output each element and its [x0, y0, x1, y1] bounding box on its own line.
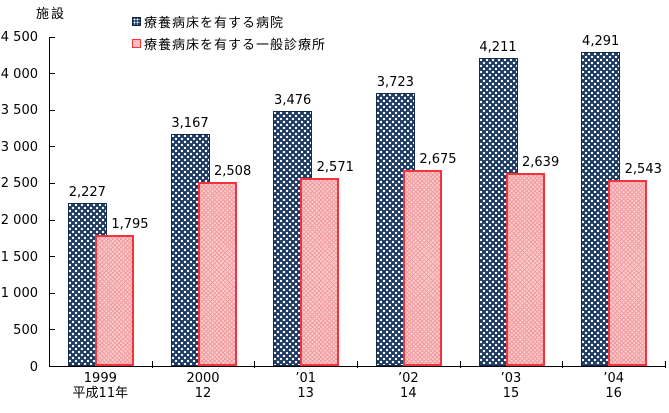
y-tick-label: 2 000 — [0, 213, 38, 229]
x-label-heisei: 平成11年 — [72, 386, 129, 401]
y-axis-tick — [50, 256, 55, 258]
data-label-clinic: 2,543 — [624, 161, 662, 177]
x-axis-tick — [459, 361, 461, 368]
data-label-hospital: 3,167 — [171, 116, 209, 132]
data-label-clinic: 2,508 — [214, 164, 252, 180]
x-label-year: ’02 — [397, 371, 419, 386]
x-label-year: 2000 — [186, 371, 220, 386]
x-axis-tick — [151, 361, 153, 368]
y-axis-line — [49, 36, 50, 367]
bar-clinic-’02 — [402, 170, 442, 366]
y-tick-label: 3 000 — [0, 139, 38, 155]
bar-hospital-’02 — [375, 93, 415, 366]
y-axis-tick — [50, 182, 55, 184]
bar-clinic-’01 — [300, 177, 340, 366]
y-axis-title: 施設 — [36, 7, 67, 22]
y-axis-tick — [50, 329, 55, 331]
y-tick-label: 3 500 — [0, 103, 38, 119]
bar-clinic-1999 — [94, 234, 134, 366]
y-tick-label: 0 — [29, 359, 38, 375]
x-label-year: ’04 — [603, 371, 624, 386]
y-axis-tick — [50, 73, 55, 75]
y-tick-label: 4 000 — [0, 66, 38, 82]
x-label-heisei: 15 — [502, 386, 520, 401]
y-axis-tick — [50, 292, 55, 294]
x-axis-category: ’04 16 — [563, 371, 665, 401]
y-tick-label: 2 500 — [0, 176, 38, 192]
y-axis-tick — [50, 146, 55, 148]
y-axis-tick — [50, 109, 55, 111]
x-label-heisei: 16 — [605, 386, 622, 401]
x-label-heisei: 14 — [400, 386, 417, 401]
x-label-year: ’03 — [500, 371, 522, 386]
hospital-series-swatch-icon — [132, 17, 141, 26]
x-label-heisei: 12 — [194, 386, 212, 401]
x-axis-tick — [665, 361, 666, 368]
data-label-hospital: 3,723 — [376, 75, 414, 91]
clinic-series-swatch-icon — [132, 39, 141, 48]
data-label-hospital: 4,211 — [479, 39, 517, 55]
data-label-clinic: 2,675 — [419, 152, 457, 168]
x-axis-category: 1999 平成11年 — [49, 371, 151, 401]
x-axis-category: ’02 14 — [357, 371, 459, 401]
data-label-clinic: 2,571 — [316, 159, 354, 175]
x-axis-line — [49, 366, 666, 367]
bar-clinic-2000 — [197, 182, 237, 366]
hospital-series-label: 療養病床を有する病院 — [144, 16, 285, 31]
data-label-hospital: 4,291 — [582, 33, 620, 49]
legend-item-hospital: 療養病床を有する病院 — [132, 15, 326, 31]
x-axis-category: ’03 15 — [460, 371, 562, 401]
y-tick-label: 1 500 — [0, 249, 38, 265]
bar-clinic-’03 — [505, 172, 545, 366]
x-axis-tick — [562, 361, 564, 368]
legend: 療養病床を有する病院 療養病床を有する一般診療所 — [132, 15, 327, 53]
data-label-clinic: 2,639 — [522, 154, 560, 170]
x-axis-tick — [357, 361, 358, 368]
y-tick-label: 4 500 — [0, 30, 38, 45]
data-label-hospital: 3,476 — [274, 93, 312, 109]
x-axis-category: ’01 13 — [255, 371, 357, 401]
x-label-heisei: 13 — [297, 386, 314, 401]
legend-item-clinic: 療養病床を有する一般診療所 — [132, 37, 327, 53]
x-label-year: 1999 — [83, 371, 117, 386]
x-axis-tick — [254, 361, 256, 368]
y-tick-label: 500 — [13, 322, 38, 338]
x-label-year: ’01 — [295, 371, 316, 386]
x-axis-category: 2000 12 — [152, 371, 254, 401]
bar-clinic-’04 — [608, 179, 648, 366]
y-axis-tick — [50, 36, 55, 38]
clinic-series-label: 療養病床を有する一般診療所 — [144, 38, 327, 53]
data-label-clinic: 1,795 — [111, 216, 149, 232]
data-label-hospital: 2,227 — [68, 184, 106, 200]
y-axis-tick — [50, 219, 55, 221]
y-tick-label: 1 000 — [0, 286, 38, 302]
